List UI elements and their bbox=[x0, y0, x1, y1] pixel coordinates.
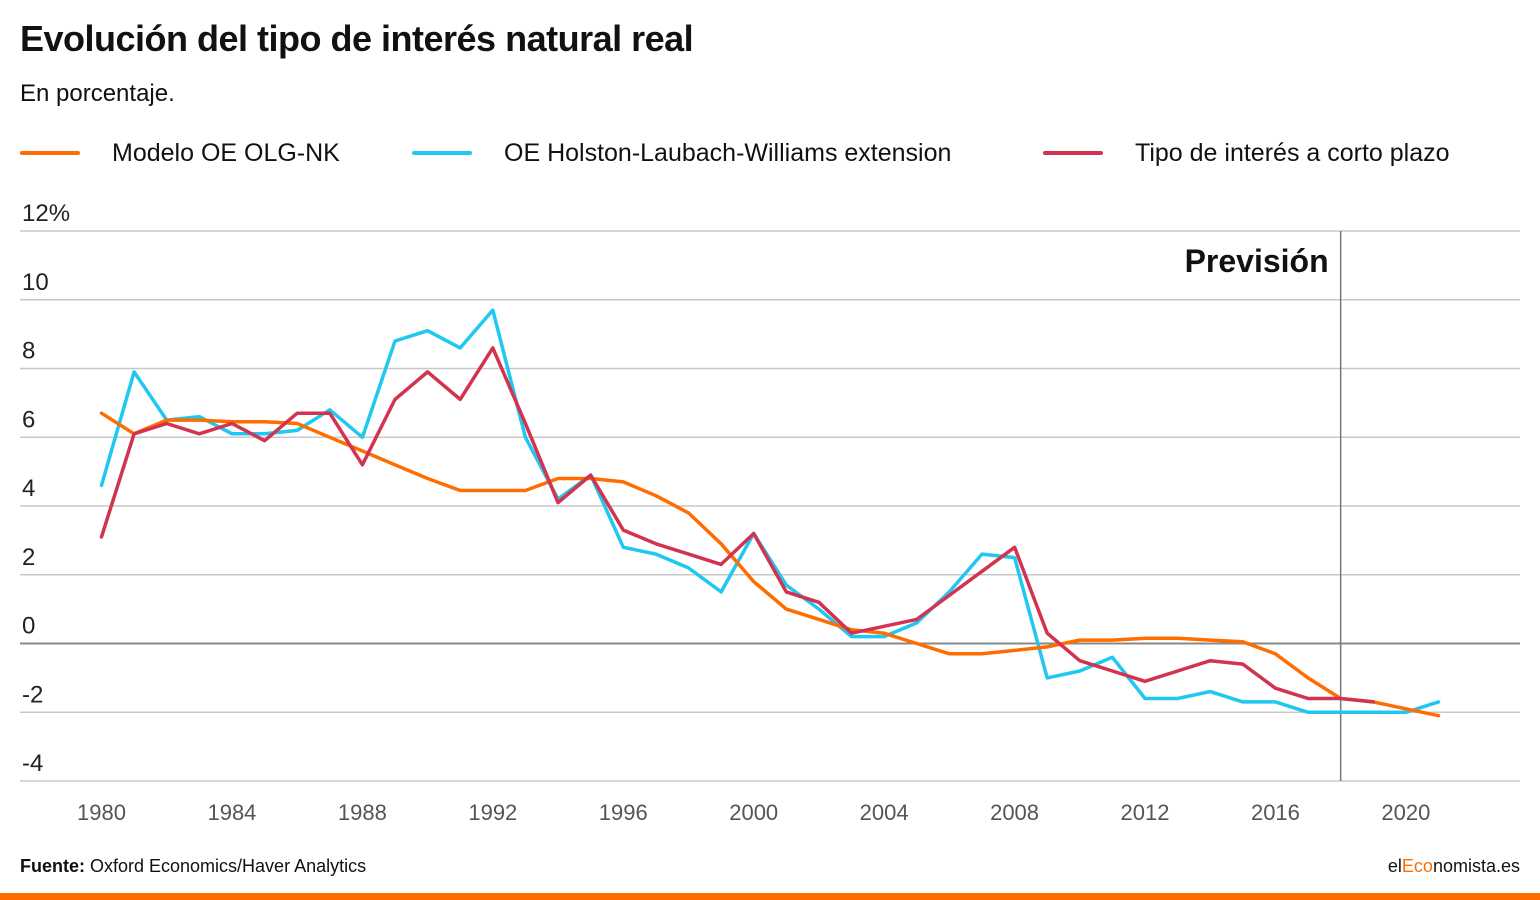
x-tick-label: 2020 bbox=[1381, 800, 1430, 825]
y-tick-label: 6 bbox=[22, 406, 35, 433]
brand-suffix: nomista.es bbox=[1432, 856, 1520, 876]
source-text: Oxford Economics/Haver Analytics bbox=[85, 856, 367, 876]
legend-item-hlw: OE Holston-Laubach-Williams extension bbox=[412, 135, 951, 171]
x-tick-label: 2016 bbox=[1251, 800, 1300, 825]
x-tick-label: 2000 bbox=[729, 800, 778, 825]
legend-swatch-olg-nk bbox=[20, 151, 80, 155]
y-tick-label: -2 bbox=[22, 681, 43, 708]
x-tick-label: 2004 bbox=[860, 800, 909, 825]
x-tick-label: 2008 bbox=[990, 800, 1039, 825]
legend-item-short-rate: Tipo de interés a corto plazo bbox=[1043, 135, 1450, 171]
series-line-short-rate bbox=[99, 346, 1376, 704]
series-lines bbox=[99, 308, 1441, 718]
brand-highlight: Eco bbox=[1401, 856, 1433, 876]
y-tick-label: 8 bbox=[22, 338, 35, 365]
legend-label-olg-nk: Modelo OE OLG-NK bbox=[112, 138, 340, 167]
chart-title: Evolución del tipo de interés natural re… bbox=[20, 18, 694, 59]
legend-item-olg-nk: Modelo OE OLG-NK bbox=[20, 135, 340, 171]
chart-legend: Modelo OE OLG-NK OE Holston-Laubach-Will… bbox=[0, 135, 1540, 171]
y-tick-label: 2 bbox=[22, 544, 35, 571]
legend-label-short-rate: Tipo de interés a corto plazo bbox=[1135, 138, 1450, 167]
x-tick-label: 1984 bbox=[207, 800, 256, 825]
y-tick-label: 4 bbox=[22, 475, 35, 502]
forecast-label: Previsión bbox=[1185, 243, 1329, 279]
legend-swatch-short-rate bbox=[1043, 151, 1103, 155]
x-axis-labels: 1980 1984 1988 1992 1996 2000 2004 2008 2012 2016… bbox=[77, 800, 1430, 825]
source-label: Fuente: bbox=[20, 856, 85, 876]
y-axis-labels: -4 -2 0 2 4 6 8 10 12% bbox=[22, 200, 70, 777]
x-tick-label: 1992 bbox=[468, 800, 517, 825]
brand-logo: elEconomista.es bbox=[1388, 856, 1520, 877]
series-line-hlw bbox=[99, 308, 1441, 715]
x-tick-label: 2012 bbox=[1121, 800, 1170, 825]
y-tick-label: 0 bbox=[22, 613, 35, 640]
source-note: Fuente: Oxford Economics/Haver Analytics bbox=[20, 856, 366, 877]
series-line-olg-nk bbox=[99, 411, 1441, 718]
y-tick-label: 10 bbox=[22, 269, 49, 296]
brand-prefix: el bbox=[1387, 856, 1402, 876]
x-tick-label: 1996 bbox=[599, 800, 648, 825]
legend-swatch-hlw bbox=[412, 151, 472, 155]
x-tick-label: 1988 bbox=[338, 800, 387, 825]
grid-lines bbox=[20, 230, 1520, 782]
forecast-annotation: Previsión bbox=[1185, 231, 1342, 781]
legend-label-hlw: OE Holston-Laubach-Williams extension bbox=[504, 138, 952, 167]
x-tick-label: 1980 bbox=[77, 800, 126, 825]
y-tick-label: 12% bbox=[22, 200, 70, 227]
y-tick-label: -4 bbox=[22, 750, 43, 777]
chart-subtitle: En porcentaje. bbox=[20, 80, 175, 107]
bottom-accent-bar bbox=[0, 893, 1540, 900]
